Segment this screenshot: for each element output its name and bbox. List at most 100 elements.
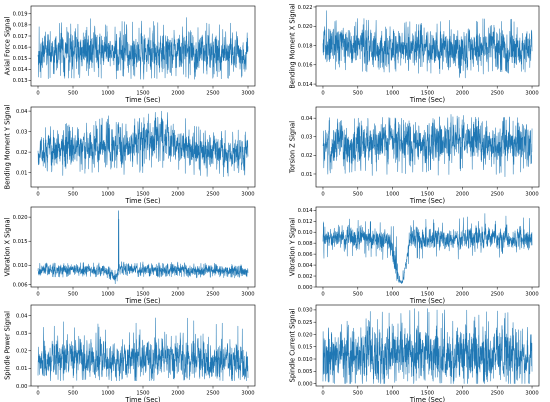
y-tick-label: 0.005 bbox=[298, 369, 313, 375]
series-line bbox=[37, 317, 249, 381]
y-tick-label: 0.013 bbox=[13, 78, 28, 84]
x-tick-label: 1500 bbox=[136, 391, 149, 397]
y-tick-label: 0.006 bbox=[13, 282, 28, 288]
x-tick-label: 1000 bbox=[386, 91, 399, 97]
x-tick-label: 500 bbox=[68, 391, 78, 397]
y-tick-label: 0.03 bbox=[16, 129, 28, 135]
series-line bbox=[37, 17, 249, 80]
y-tick-label: 0.000 bbox=[298, 285, 313, 291]
x-tick-label: 1000 bbox=[386, 391, 399, 397]
plot-frame bbox=[30, 206, 256, 288]
y-tick-label: 0.02 bbox=[16, 150, 28, 156]
y-axis-label: Axial Force Signal bbox=[4, 17, 12, 76]
x-tick-label: 1000 bbox=[386, 192, 399, 198]
y-axis-label: Bending Moment X Signal bbox=[289, 3, 297, 88]
y-axis-label: Spindle Power Signal bbox=[4, 311, 12, 380]
x-tick-label: 3000 bbox=[241, 192, 254, 198]
y-tick-label: 0.04 bbox=[16, 313, 28, 319]
x-tick-label: 2000 bbox=[456, 192, 469, 198]
x-tick-label: 0 bbox=[321, 192, 324, 198]
subplot-4: 0 500 1000 1500 2000 2500 3000 0.01 0.02 0.03 0.04… bbox=[289, 106, 540, 205]
y-tick-label: 0.019 bbox=[13, 12, 28, 18]
y-axis-label: Torsion Z Signal bbox=[289, 121, 297, 174]
y-tick-label: 0.012 bbox=[298, 219, 313, 225]
series-line bbox=[322, 213, 533, 284]
x-tick-label: 1000 bbox=[386, 292, 399, 298]
subplot-3: 0 500 1000 1500 2000 2500 3000 0.01 0.02 0.03 0.04… bbox=[4, 104, 256, 205]
x-tick-label: 1000 bbox=[101, 292, 114, 298]
x-axis-label: Time (Sec) bbox=[409, 396, 445, 402]
x-tick-label: 2500 bbox=[206, 192, 219, 198]
y-tick-label: 0.020 bbox=[13, 215, 28, 221]
x-tick-label: 2500 bbox=[491, 391, 504, 397]
y-tick-label: 0.020 bbox=[298, 332, 313, 338]
y-tick-label: 0.04 bbox=[16, 109, 28, 115]
x-axis-label: Time (Sec) bbox=[409, 297, 445, 305]
y-axis-label: Bending Moment Y Signal bbox=[4, 104, 12, 189]
y-tick-label: 0.022 bbox=[298, 5, 313, 11]
y-tick-label: 0.015 bbox=[13, 239, 28, 245]
x-tick-label: 2000 bbox=[456, 91, 469, 97]
x-tick-label: 2000 bbox=[456, 391, 469, 397]
x-tick-label: 1500 bbox=[136, 292, 149, 298]
subplot-8: 0 500 1000 1500 2000 2500 3000 0.000 0.005 0.010 0… bbox=[289, 304, 540, 402]
x-tick-label: 2000 bbox=[171, 192, 184, 198]
x-axis-label: Time (Sec) bbox=[124, 96, 160, 104]
y-tick-label: 0.000 bbox=[298, 381, 313, 387]
y-tick-label: 0.008 bbox=[298, 241, 313, 247]
y-tick-label: 0.025 bbox=[298, 320, 313, 326]
x-tick-label: 1000 bbox=[101, 91, 114, 97]
y-tick-label: 0.010 bbox=[298, 230, 313, 236]
y-tick-label: 0.004 bbox=[298, 263, 314, 269]
y-tick-label: 0.016 bbox=[13, 45, 28, 51]
x-tick-label: 2500 bbox=[206, 91, 219, 97]
y-axis-label: Spindle Current Signal bbox=[289, 309, 297, 383]
x-tick-label: 2000 bbox=[171, 391, 184, 397]
x-tick-label: 0 bbox=[36, 292, 39, 298]
subplot-1: 0 500 1000 1500 2000 2500 3000 0.013 0.014 0.015 0… bbox=[4, 5, 256, 104]
y-tick-label: 0.014 bbox=[298, 82, 314, 88]
y-tick-label: 0.01 bbox=[301, 172, 313, 178]
y-tick-label: 0.015 bbox=[298, 345, 313, 351]
series-line bbox=[322, 10, 533, 79]
y-axis-label: Vibration X Signal bbox=[4, 217, 12, 276]
x-tick-label: 500 bbox=[68, 192, 78, 198]
series-line bbox=[322, 114, 533, 177]
x-tick-label: 500 bbox=[353, 391, 363, 397]
x-axis-label: Time (Sec) bbox=[124, 297, 160, 305]
y-tick-label: 0.01 bbox=[16, 366, 28, 372]
x-tick-label: 2500 bbox=[206, 391, 219, 397]
x-tick-label: 1500 bbox=[421, 391, 434, 397]
x-tick-label: 3000 bbox=[525, 292, 538, 298]
x-axis-label: Time (Sec) bbox=[409, 96, 445, 104]
x-tick-label: 1500 bbox=[421, 192, 434, 198]
x-tick-label: 2000 bbox=[456, 292, 469, 298]
x-tick-label: 1500 bbox=[421, 91, 434, 97]
y-tick-label: 0.030 bbox=[298, 308, 313, 314]
y-tick-label: 0.020 bbox=[298, 24, 313, 30]
x-tick-label: 2000 bbox=[171, 292, 184, 298]
y-tick-label: 0.00 bbox=[16, 384, 28, 390]
x-axis-label: Time (Sec) bbox=[409, 197, 445, 205]
x-tick-label: 500 bbox=[353, 91, 363, 97]
y-tick-label: 0.015 bbox=[13, 56, 28, 62]
y-tick-label: 0.017 bbox=[13, 34, 28, 40]
series-line bbox=[37, 110, 249, 178]
x-tick-label: 2500 bbox=[491, 292, 504, 298]
series-line bbox=[322, 308, 533, 384]
x-tick-label: 0 bbox=[36, 391, 39, 397]
series-line bbox=[37, 210, 249, 285]
x-tick-label: 3000 bbox=[525, 91, 538, 97]
x-tick-label: 3000 bbox=[241, 91, 254, 97]
x-tick-label: 500 bbox=[353, 192, 363, 198]
subplot-7: 0 500 1000 1500 2000 2500 3000 0.00 0.01 0.02 0.03… bbox=[4, 304, 256, 402]
y-tick-label: 0.02 bbox=[301, 153, 313, 159]
x-tick-label: 1000 bbox=[101, 192, 114, 198]
y-axis-label: Vibration Y Signal bbox=[289, 218, 297, 276]
x-tick-label: 1500 bbox=[421, 292, 434, 298]
x-tick-label: 0 bbox=[36, 91, 39, 97]
x-tick-label: 3000 bbox=[241, 391, 254, 397]
subplot-6: 0 500 1000 1500 2000 2500 3000 0.000 0.002 0.004 0… bbox=[289, 206, 540, 305]
x-tick-label: 2500 bbox=[491, 91, 504, 97]
